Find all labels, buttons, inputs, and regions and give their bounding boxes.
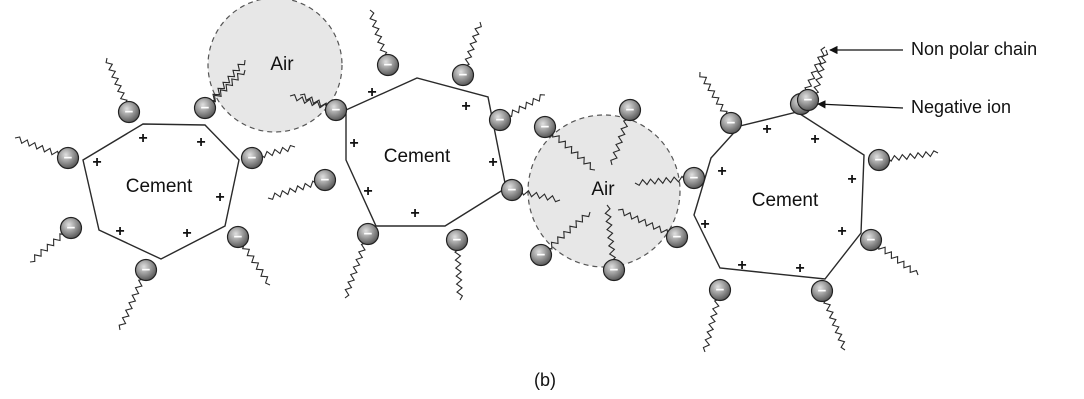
cement-particle-1: Cement (82, 123, 240, 260)
non-polar-chain-label: Non polar chain (911, 39, 1037, 59)
negative-ion: − (240, 146, 264, 170)
negative-ion: − (376, 53, 400, 77)
air-label-1: Air (270, 54, 294, 75)
non-polar-chains (14, 9, 939, 353)
arrow-icon (817, 100, 904, 109)
negative-sign: − (610, 261, 619, 278)
positive-charge: + (115, 223, 124, 240)
negative-sign: − (142, 261, 151, 278)
positive-charge: + (363, 183, 372, 200)
negative-ion: − (796, 88, 820, 112)
positive-charge: + (488, 154, 497, 171)
positive-charge: + (717, 163, 726, 180)
negative-sign: − (364, 225, 373, 242)
negative-sign: − (716, 281, 725, 298)
negative-ion: − (719, 111, 743, 135)
positive-charge: + (847, 171, 856, 188)
positive-charge: + (795, 260, 804, 277)
negative-ion: − (867, 148, 891, 172)
negative-sign: − (818, 282, 827, 299)
negative-ion: − (533, 115, 557, 139)
negative-sign: − (867, 231, 876, 248)
negative-ions: −−−−−−−−−−−−−−−−−−−−−−−−−−−− (56, 53, 891, 303)
negative-sign: − (875, 151, 884, 168)
negative-ion: − (529, 243, 553, 267)
positive-charge: + (700, 216, 709, 233)
cement-label-1: Cement (126, 176, 193, 197)
negative-ion: − (708, 278, 732, 302)
negative-sign: − (673, 228, 682, 245)
positive-charge: + (92, 154, 101, 171)
negative-sign: − (332, 101, 341, 118)
figure-caption: (b) (534, 370, 556, 390)
negative-ion: − (226, 225, 250, 249)
negative-ion: − (313, 168, 337, 192)
positive-charge: + (837, 223, 846, 240)
negative-sign: − (508, 181, 517, 198)
negative-ion: − (602, 258, 626, 282)
cement-label-2: Cement (384, 146, 451, 167)
negative-sign: − (496, 111, 505, 128)
negative-ion: − (859, 228, 883, 252)
annotation-non-polar-chain: Non polar chain (829, 39, 1037, 59)
negative-sign: − (384, 56, 393, 73)
negative-ion: − (134, 258, 158, 282)
negative-sign: − (453, 231, 462, 248)
negative-ion: − (500, 178, 524, 202)
positive-charge: + (349, 135, 358, 152)
positive-charge: + (367, 84, 376, 101)
positive-charge: + (410, 205, 419, 222)
negative-ion-label: Negative ion (911, 97, 1011, 117)
positive-charge: + (182, 225, 191, 242)
negative-sign: − (459, 66, 468, 83)
negative-ion: − (682, 166, 706, 190)
negative-ion: − (451, 63, 475, 87)
negative-ion: − (56, 146, 80, 170)
cement-particle-3: Cement (693, 111, 865, 280)
negative-ion: − (356, 222, 380, 246)
air-bubble-1: Air (207, 0, 343, 133)
negative-sign: − (234, 228, 243, 245)
negative-sign: − (537, 246, 546, 263)
positive-charge: + (138, 130, 147, 147)
non-polar-chain (344, 233, 369, 299)
negative-ion: − (117, 100, 141, 124)
positive-charge: + (810, 131, 819, 148)
negative-sign: − (626, 101, 635, 118)
positive-charge: + (215, 189, 224, 206)
positive-charge: + (196, 134, 205, 151)
negative-ion: − (193, 96, 217, 120)
negative-ion: − (665, 225, 689, 249)
air-label-2: Air (591, 179, 615, 200)
negative-sign: − (690, 169, 699, 186)
air-bubble-2: Air (527, 114, 681, 268)
annotation-negative-ion: Negative ion (817, 97, 1011, 117)
negative-sign: − (321, 171, 330, 188)
negative-sign: − (64, 149, 73, 166)
negative-ion: − (445, 228, 469, 252)
negative-sign: − (125, 103, 134, 120)
cement-particle-2: Cement (345, 77, 507, 227)
negative-sign: − (727, 114, 736, 131)
cement-label-3: Cement (752, 190, 819, 211)
negative-ion: − (488, 108, 512, 132)
negative-ion: − (324, 98, 348, 122)
negative-sign: − (248, 149, 257, 166)
negative-sign: − (804, 91, 813, 108)
negative-ion: − (618, 98, 642, 122)
positive-charge: + (737, 257, 746, 274)
negative-ion: − (59, 216, 83, 240)
negative-sign: − (201, 99, 210, 116)
positive-charge: + (461, 98, 470, 115)
positive-charge: + (762, 121, 771, 138)
negative-ion: − (810, 279, 834, 303)
positive-charges: + + + + + + + + + + + + + + + + + + + + (92, 84, 856, 277)
negative-sign: − (67, 219, 76, 236)
negative-sign: − (541, 118, 550, 135)
